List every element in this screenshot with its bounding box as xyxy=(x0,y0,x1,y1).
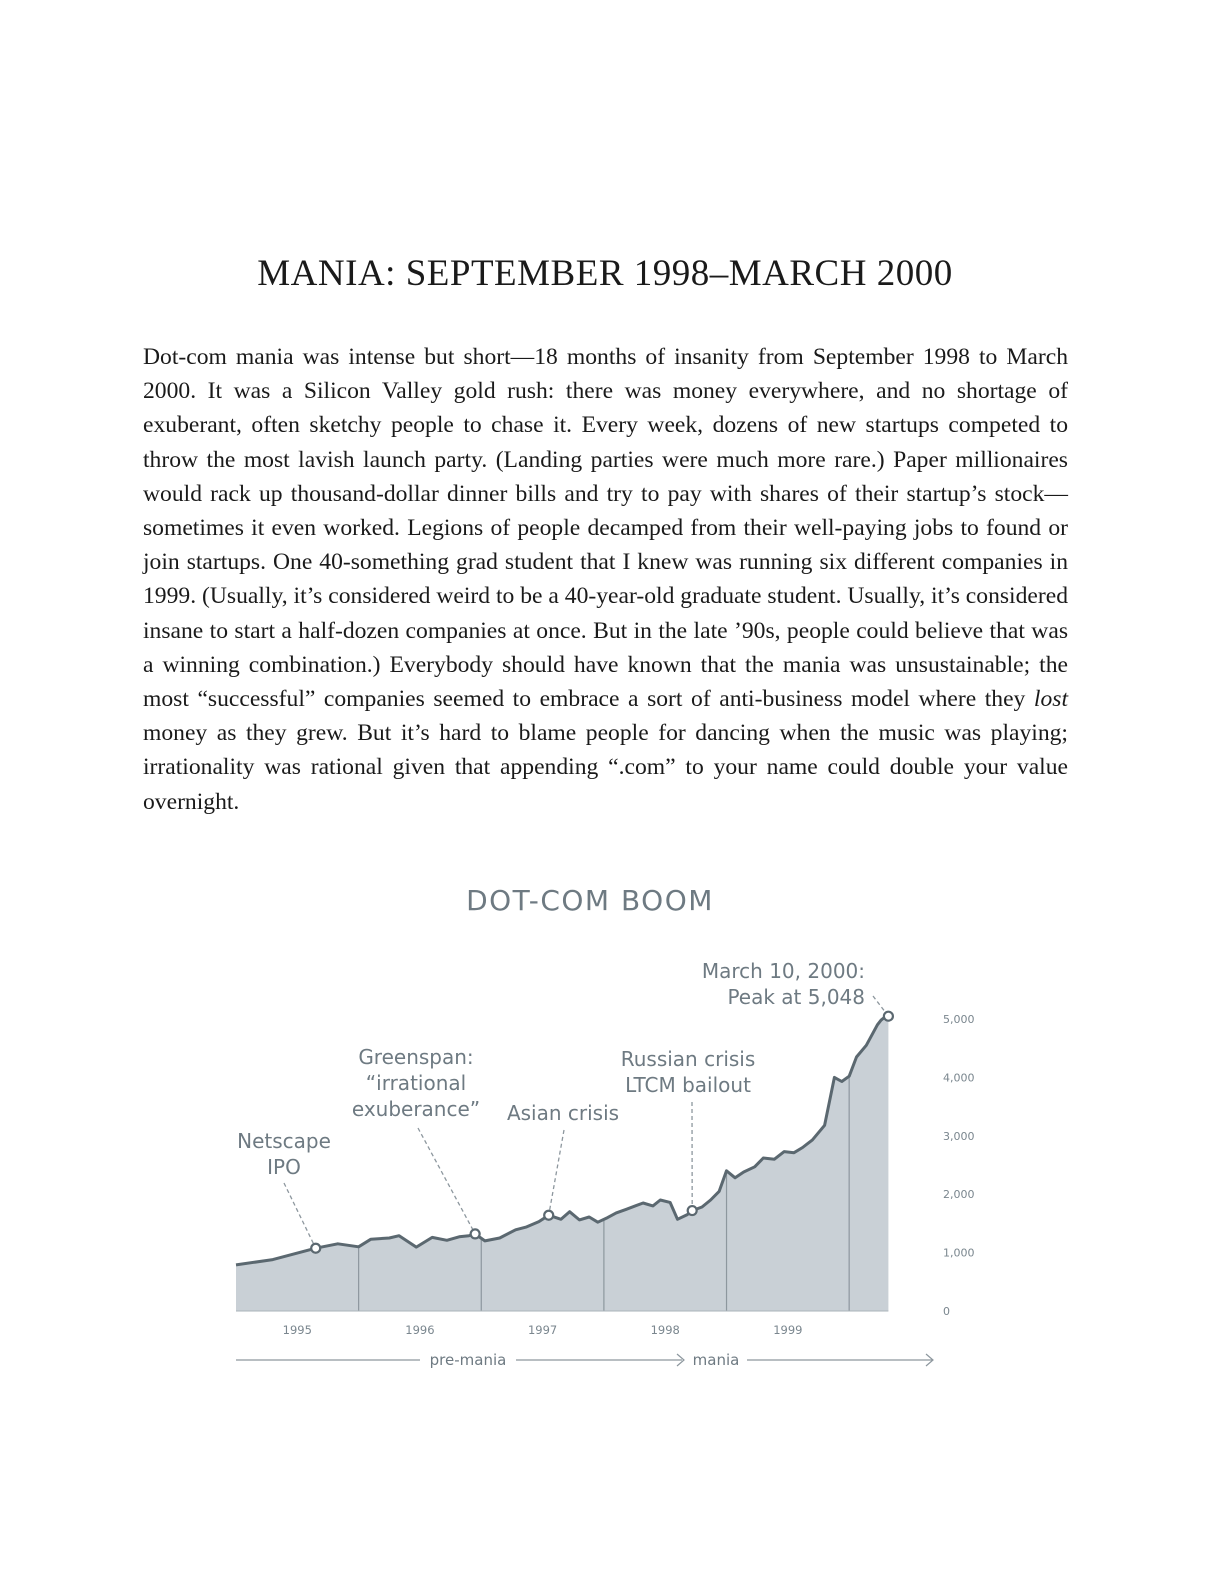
annotation-marker xyxy=(882,1010,895,1022)
series-area xyxy=(236,1015,889,1311)
series-line xyxy=(235,1014,889,1267)
chart-annotation: Netscape IPO xyxy=(237,1129,331,1254)
chart-phase-arrows: pre-mania mania xyxy=(236,1351,934,1369)
x-tick-label: 1999 xyxy=(773,1323,802,1337)
annotation-marker xyxy=(543,1209,555,1221)
annotation-label: Greenspan: “irrational exuberance” xyxy=(352,1045,480,1121)
chart-annotations: Netscape IPO Greenspan: “irrational exuberan… xyxy=(237,959,895,1254)
x-tick-label: 1997 xyxy=(528,1323,557,1337)
annotation-label-line: IPO xyxy=(267,1155,301,1179)
annotation-label: Netscape IPO xyxy=(237,1129,331,1179)
y-tick-label: 0 xyxy=(943,1305,950,1318)
body-text-part-2: money as they grew. But it’s hard to bla… xyxy=(143,720,1068,815)
body-text-italic-word: lost xyxy=(1033,686,1068,713)
chart-annotation: March 10, 2000: Peak at 5,048 xyxy=(702,959,895,1022)
annotation-leader-line xyxy=(548,1129,565,1216)
x-tick-label: 1998 xyxy=(651,1323,680,1337)
chart-plot-area xyxy=(235,1014,889,1311)
page-title: MANIA: SEPTEMBER 1998–MARCH 2000 xyxy=(257,253,953,294)
phase-arrowhead xyxy=(676,1353,685,1367)
body-text-part-1: Dot-com mania was intense but short—18 m… xyxy=(143,344,1068,713)
body-paragraph: Dot-com mania was intense but short—18 m… xyxy=(143,340,1068,819)
annotation-label-line: “irrational xyxy=(366,1071,466,1095)
chart-title: DOT-COM BOOM xyxy=(466,884,714,917)
y-tick-label: 1,000 xyxy=(943,1247,975,1260)
annotation-label: March 10, 2000: Peak at 5,048 xyxy=(702,959,865,1009)
y-tick-label: 5,000 xyxy=(943,1013,975,1026)
dot-com-boom-chart: DOT-COM BOOM 0 1,000 2,000 3,000 4,000 5,000 1… xyxy=(0,870,1224,1390)
chart-axes: 0 1,000 2,000 3,000 4,000 5,000 1995 1996 1997 19… xyxy=(236,1013,975,1337)
annotation-leader-line xyxy=(283,1182,317,1249)
annotation-label-line: Greenspan: xyxy=(358,1045,473,1069)
y-tick-label: 3,000 xyxy=(943,1130,975,1143)
annotation-label-line: Russian crisis xyxy=(621,1047,756,1071)
annotation-label-line: Asian crisis xyxy=(507,1101,619,1125)
annotation-label-line: exuberance” xyxy=(352,1097,480,1121)
x-tick-label: 1995 xyxy=(283,1323,312,1337)
y-tick-label: 2,000 xyxy=(943,1188,975,1201)
phase-arrowhead xyxy=(925,1353,934,1367)
annotation-leader-line xyxy=(417,1127,476,1235)
annotation-label-line: Peak at 5,048 xyxy=(727,985,865,1009)
phase-label-mania: mania xyxy=(693,1351,740,1369)
phase-label-pre-mania: pre-mania xyxy=(430,1351,507,1369)
annotation-label-line: Netscape xyxy=(237,1129,331,1153)
chart-annotation: Russian crisis LTCM bailout xyxy=(621,1047,756,1217)
annotation-label: Asian crisis xyxy=(507,1101,619,1125)
chart-annotation: Greenspan: “irrational exuberance” xyxy=(352,1045,481,1240)
annotation-marker xyxy=(310,1242,322,1254)
annotation-label-line: LTCM bailout xyxy=(625,1073,751,1097)
annotation-marker xyxy=(469,1228,481,1240)
annotation-label-line: March 10, 2000: xyxy=(702,959,865,983)
y-tick-label: 4,000 xyxy=(943,1071,975,1084)
chart-annotation: Asian crisis xyxy=(507,1101,619,1221)
x-tick-label: 1996 xyxy=(405,1323,434,1337)
annotation-label: Russian crisis LTCM bailout xyxy=(621,1047,756,1097)
chart-svg: DOT-COM BOOM 0 1,000 2,000 3,000 4,000 5,000 1… xyxy=(235,884,975,1369)
annotation-marker xyxy=(686,1204,698,1217)
